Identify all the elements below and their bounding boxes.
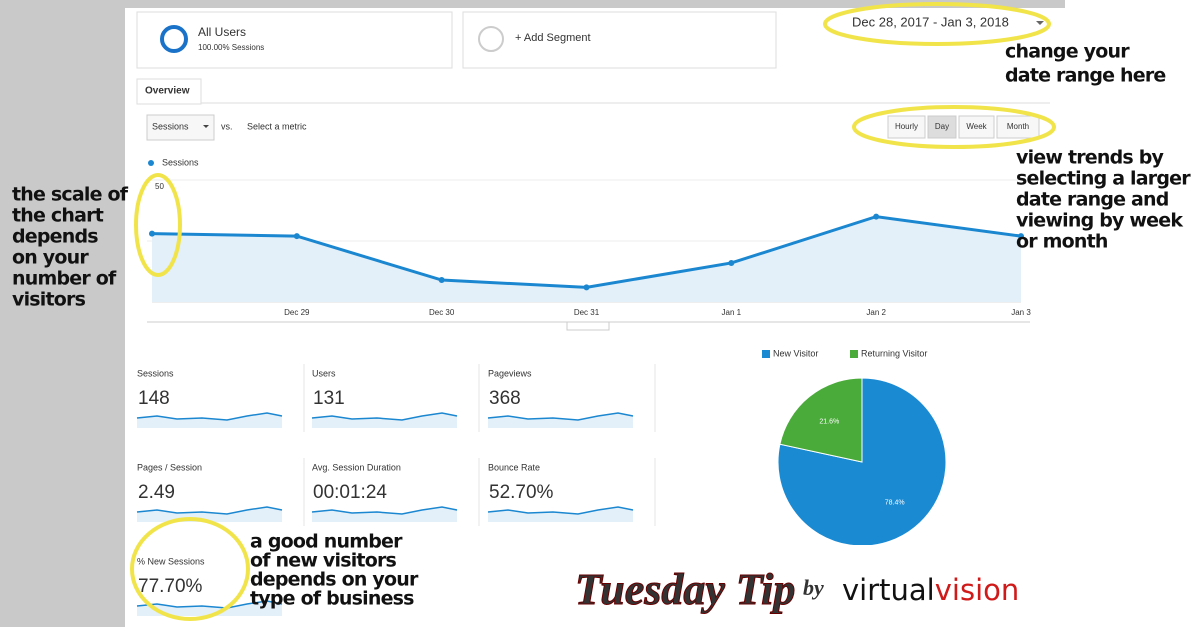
annotation: date range and bbox=[1016, 189, 1169, 211]
segment-name: All Users bbox=[198, 25, 246, 39]
point bbox=[728, 259, 735, 266]
legend-marker bbox=[762, 350, 770, 358]
segment-icon bbox=[478, 26, 504, 52]
pie-slice bbox=[779, 377, 863, 463]
date-range[interactable]: Dec 28, 2017 - Jan 3, 2018 bbox=[852, 14, 1009, 29]
annotation: selecting a larger bbox=[1016, 168, 1191, 190]
annotation: visitors bbox=[12, 289, 86, 311]
scorecard-value: 131 bbox=[313, 388, 345, 409]
annotation: the scale of bbox=[12, 184, 129, 206]
annotation: view trends by bbox=[1016, 147, 1165, 169]
sparkline bbox=[136, 412, 283, 421]
highlight bbox=[823, 2, 1051, 46]
granularity-button[interactable] bbox=[996, 115, 1040, 139]
sparkline bbox=[487, 412, 634, 421]
annotation: on your bbox=[12, 247, 89, 269]
x-tick-label: Dec 31 bbox=[574, 308, 600, 317]
sparkline bbox=[487, 506, 634, 515]
vs-label: vs. bbox=[221, 121, 233, 131]
granularity-button[interactable] bbox=[958, 115, 995, 139]
pie-label: 21.6% bbox=[819, 418, 839, 425]
segment-detail: 100.00% Sessions bbox=[198, 43, 264, 52]
annotation: type of business bbox=[250, 588, 414, 610]
scorecard-label: Pages / Session bbox=[137, 462, 202, 472]
note-area bbox=[1065, 0, 1200, 627]
x-tick-label: Dec 29 bbox=[284, 308, 310, 317]
point bbox=[873, 213, 880, 220]
resize-handle[interactable] bbox=[566, 321, 610, 331]
annotation: of new visitors bbox=[250, 550, 397, 572]
add-segment[interactable]: + Add Segment bbox=[515, 32, 591, 44]
scorecard-value: 52.70% bbox=[489, 482, 554, 503]
sparkline bbox=[136, 506, 283, 515]
legend-label: New Visitor bbox=[773, 348, 818, 358]
legend-marker bbox=[850, 350, 858, 358]
scorecard-label: % New Sessions bbox=[137, 556, 205, 566]
scorecard-label: Sessions bbox=[137, 368, 174, 378]
annotation: depends bbox=[12, 226, 98, 248]
segment-box[interactable] bbox=[136, 11, 453, 69]
annotation: a good number bbox=[250, 531, 403, 553]
highlight bbox=[134, 173, 182, 277]
granularity-label: Week bbox=[966, 122, 987, 131]
annotation: date range here bbox=[1005, 65, 1166, 87]
pie-label: 78.4% bbox=[885, 499, 905, 506]
granularity-button[interactable] bbox=[927, 115, 957, 139]
sparkline bbox=[311, 506, 458, 515]
granularity-label: Day bbox=[935, 122, 949, 131]
scorecard-label: Bounce Rate bbox=[488, 462, 540, 472]
brand-first: virtual bbox=[842, 573, 935, 607]
brand: virtualvision bbox=[842, 573, 1019, 607]
point bbox=[149, 230, 155, 237]
legend-label: Returning Visitor bbox=[861, 348, 927, 358]
annotation: viewing by week bbox=[1016, 210, 1183, 232]
by: by bbox=[803, 575, 824, 600]
scorecard-value: 00:01:24 bbox=[313, 482, 387, 503]
x-tick-label: Jan 2 bbox=[866, 308, 886, 317]
brand-area bbox=[560, 545, 1065, 627]
point bbox=[1018, 233, 1024, 240]
legend-label: Sessions bbox=[162, 157, 199, 167]
granularity-label: Hourly bbox=[895, 122, 918, 131]
legend-marker bbox=[148, 160, 154, 166]
annotation: the chart bbox=[12, 205, 104, 227]
scorecard-label: Pageviews bbox=[488, 368, 532, 378]
tip-title: Tuesday Tip bbox=[575, 565, 795, 614]
annotation: depends on your bbox=[250, 569, 419, 591]
point bbox=[438, 277, 445, 284]
point bbox=[583, 284, 590, 291]
scorecard-value: 148 bbox=[138, 388, 170, 409]
x-tick-label: Jan 3 bbox=[1011, 308, 1031, 317]
annotation: number of bbox=[12, 268, 117, 290]
metric-select[interactable] bbox=[146, 114, 215, 141]
caret bbox=[1036, 21, 1044, 25]
highlight bbox=[852, 105, 1056, 149]
caret bbox=[203, 125, 209, 128]
tab-label: Overview bbox=[145, 86, 190, 97]
annotation: change your bbox=[1005, 41, 1130, 63]
x-tick-label: Jan 1 bbox=[722, 308, 742, 317]
brand-second: vision bbox=[935, 573, 1020, 607]
sparkline bbox=[136, 600, 283, 609]
granularity-button[interactable] bbox=[887, 115, 926, 139]
select-metric-link[interactable]: Select a metric bbox=[247, 121, 307, 131]
scorecard-label: Users bbox=[312, 368, 336, 378]
scorecard-label: Avg. Session Duration bbox=[312, 462, 401, 472]
metric-name: Sessions bbox=[152, 121, 189, 131]
tab[interactable] bbox=[136, 78, 202, 105]
x-tick-label: Dec 30 bbox=[429, 308, 455, 317]
segment-icon bbox=[160, 25, 188, 53]
annotation: or month bbox=[1016, 231, 1108, 253]
scorecard-value: 368 bbox=[489, 388, 521, 409]
point bbox=[293, 233, 300, 240]
granularity-label: Month bbox=[1007, 122, 1029, 131]
sparkline bbox=[311, 412, 458, 421]
highlight bbox=[130, 517, 250, 621]
scorecard-value: 2.49 bbox=[138, 482, 175, 503]
y-tick-label: 50 bbox=[155, 182, 164, 191]
segment-box[interactable] bbox=[462, 11, 777, 69]
scorecard-value: 77.70% bbox=[138, 576, 203, 597]
area bbox=[152, 216, 1021, 302]
